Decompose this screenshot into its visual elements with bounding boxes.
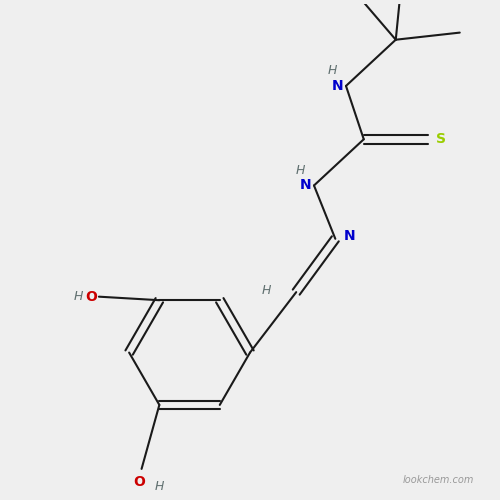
Text: H: H — [296, 164, 304, 177]
Text: N: N — [300, 178, 312, 192]
Text: H: H — [262, 284, 272, 297]
Text: S: S — [436, 132, 446, 146]
Text: O: O — [85, 290, 97, 304]
Text: N: N — [344, 229, 356, 243]
Text: H: H — [154, 480, 164, 492]
Text: H: H — [74, 290, 84, 303]
Text: O: O — [134, 474, 145, 488]
Text: lookchem.com: lookchem.com — [402, 475, 474, 485]
Text: H: H — [328, 64, 336, 78]
Text: N: N — [332, 79, 344, 93]
